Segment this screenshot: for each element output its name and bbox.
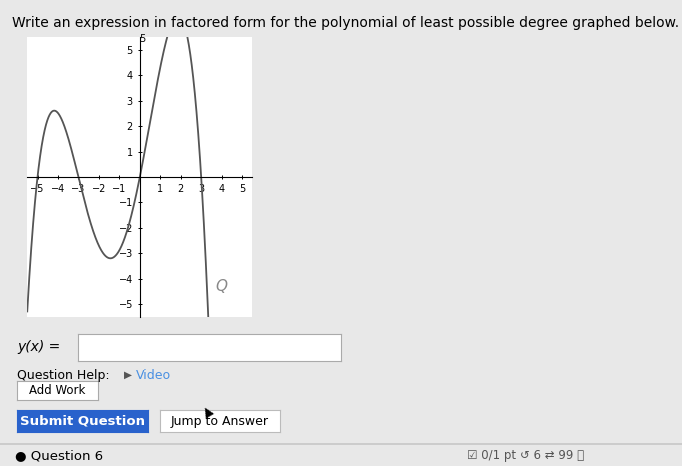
Text: ● Question 6: ● Question 6 — [15, 449, 103, 462]
Text: 5: 5 — [139, 34, 145, 44]
Text: Video: Video — [136, 369, 172, 382]
Text: ☑ 0/1 pt ↺ 6 ⇄ 99 ⓘ: ☑ 0/1 pt ↺ 6 ⇄ 99 ⓘ — [467, 449, 584, 462]
Text: Jump to Answer: Jump to Answer — [171, 415, 269, 428]
Text: Add Work: Add Work — [29, 384, 85, 397]
Text: ▶: ▶ — [124, 370, 132, 380]
Text: Submit Question: Submit Question — [20, 415, 145, 428]
Text: Q: Q — [216, 279, 228, 294]
Text: Question Help:: Question Help: — [17, 369, 110, 382]
Text: y(x) =: y(x) = — [17, 340, 60, 354]
Text: ▲: ▲ — [201, 403, 216, 419]
Text: Write an expression in factored form for the polynomial of least possible degree: Write an expression in factored form for… — [12, 16, 679, 30]
